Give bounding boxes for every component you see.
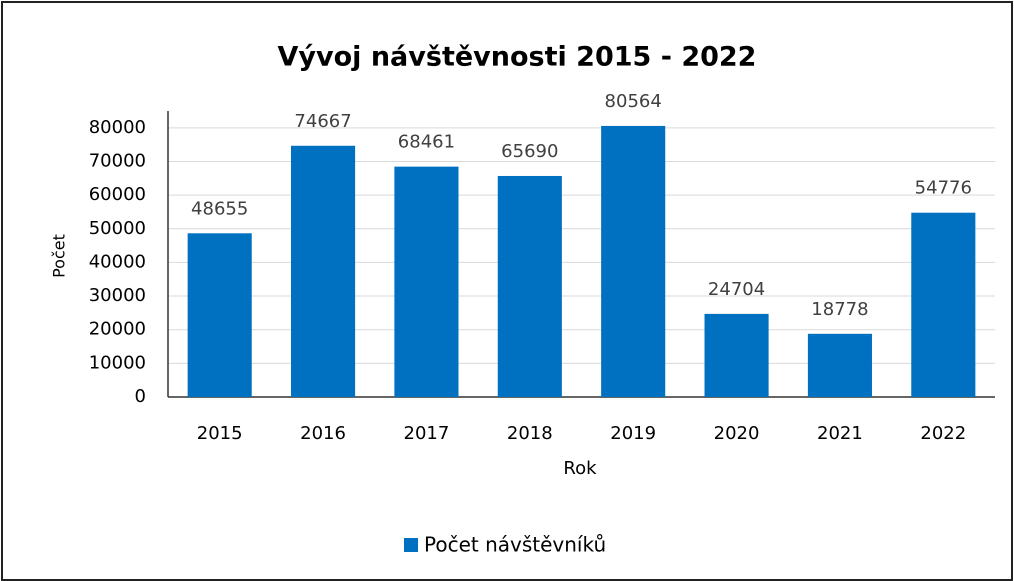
bar <box>394 166 459 397</box>
y-axis-label: Počet <box>50 234 69 278</box>
y-tick-label: 50000 <box>89 218 146 239</box>
bar <box>601 125 666 397</box>
data-label: 80564 <box>605 91 662 112</box>
bar <box>911 212 976 397</box>
x-tick-label: 2019 <box>610 423 656 444</box>
x-tick-label: 2022 <box>920 423 966 444</box>
bar <box>807 333 872 397</box>
x-tick-label: 2017 <box>404 423 450 444</box>
data-label: 24704 <box>708 279 765 300</box>
x-tick-label: 2021 <box>817 423 863 444</box>
x-tick-label: 2015 <box>197 423 243 444</box>
data-label: 54776 <box>915 178 972 199</box>
chart-title: Vývoj návštěvnosti 2015 - 2022 <box>278 42 757 73</box>
x-tick-label: 2018 <box>507 423 553 444</box>
x-tick-label: 2016 <box>300 423 346 444</box>
y-tick-label: 30000 <box>89 285 146 306</box>
y-tick-label: 70000 <box>89 150 146 171</box>
y-tick-label: 40000 <box>89 251 146 272</box>
data-label: 65690 <box>501 141 558 162</box>
data-label: 68461 <box>398 132 455 153</box>
bar <box>704 313 769 397</box>
data-label: 74667 <box>294 111 351 132</box>
bar <box>497 175 562 397</box>
legend-swatch <box>404 538 418 552</box>
legend-label: Počet návštěvníků <box>424 533 606 557</box>
data-label: 48655 <box>191 198 248 219</box>
y-tick-label: 80000 <box>89 117 146 138</box>
x-axis-label: Rok <box>563 458 597 479</box>
data-label: 18778 <box>811 299 868 320</box>
y-tick-label: 20000 <box>89 319 146 340</box>
y-tick-label: 60000 <box>89 184 146 205</box>
x-tick-label: 2020 <box>714 423 760 444</box>
bar <box>291 145 356 397</box>
y-tick-label: 0 <box>135 386 146 407</box>
y-tick-label: 10000 <box>89 352 146 373</box>
bar <box>187 233 252 397</box>
